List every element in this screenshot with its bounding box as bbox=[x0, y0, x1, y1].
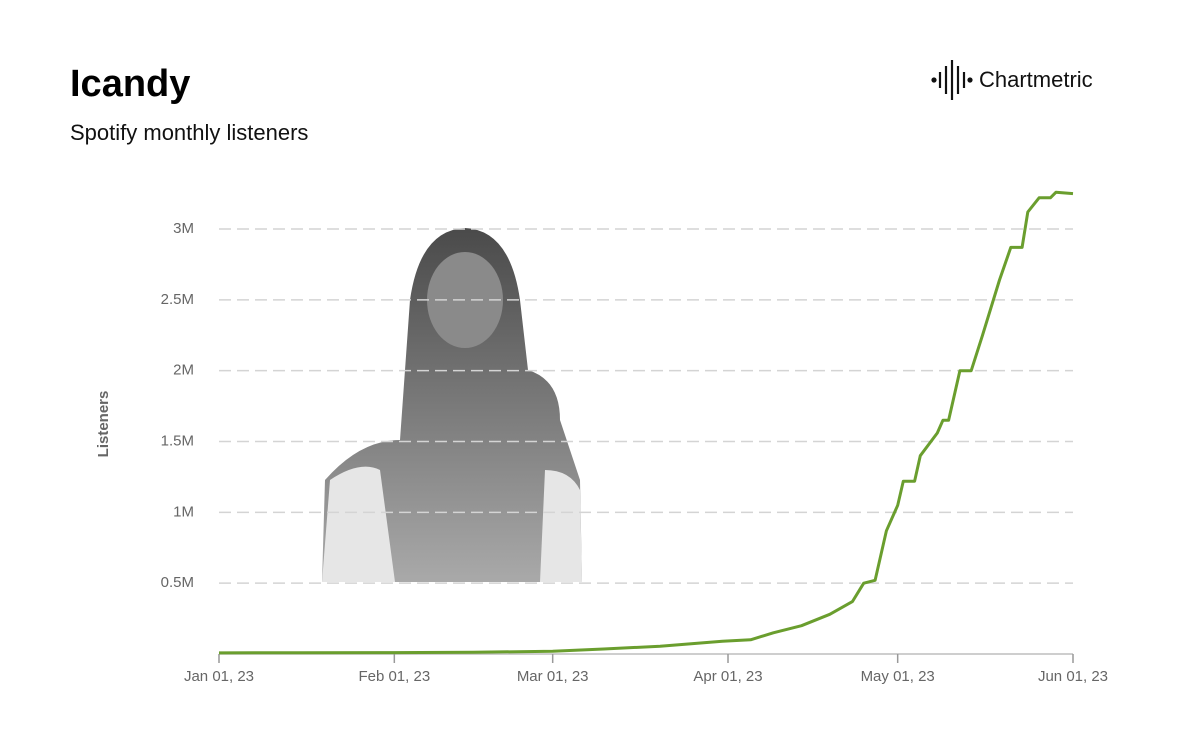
x-tick-label: Mar 01, 23 bbox=[517, 668, 589, 685]
y-tick-label: 1M bbox=[173, 503, 194, 520]
x-tick-label: Apr 01, 23 bbox=[693, 668, 762, 685]
x-tick-label: Feb 01, 23 bbox=[358, 668, 430, 685]
y-tick-label: 0.5M bbox=[161, 574, 194, 591]
y-tick-label: 1.5M bbox=[161, 432, 194, 449]
y-tick-label: 3M bbox=[173, 220, 194, 237]
chart-title: Icandy bbox=[70, 63, 190, 105]
series-line bbox=[218, 190, 1074, 655]
x-tick-label: May 01, 23 bbox=[861, 668, 935, 685]
artist-photo bbox=[322, 228, 582, 582]
x-tick-label: Jun 01, 23 bbox=[1038, 668, 1108, 685]
brand-name: Chartmetric bbox=[979, 67, 1093, 92]
x-tick-label: Jan 01, 23 bbox=[184, 668, 254, 685]
brand-logo bbox=[931, 60, 973, 100]
y-axis-label: Listeners bbox=[95, 391, 112, 458]
chart-subtitle: Spotify monthly listeners bbox=[70, 120, 308, 145]
y-tick-label: 2.5M bbox=[161, 291, 194, 308]
y-tick-label: 2M bbox=[173, 362, 194, 379]
